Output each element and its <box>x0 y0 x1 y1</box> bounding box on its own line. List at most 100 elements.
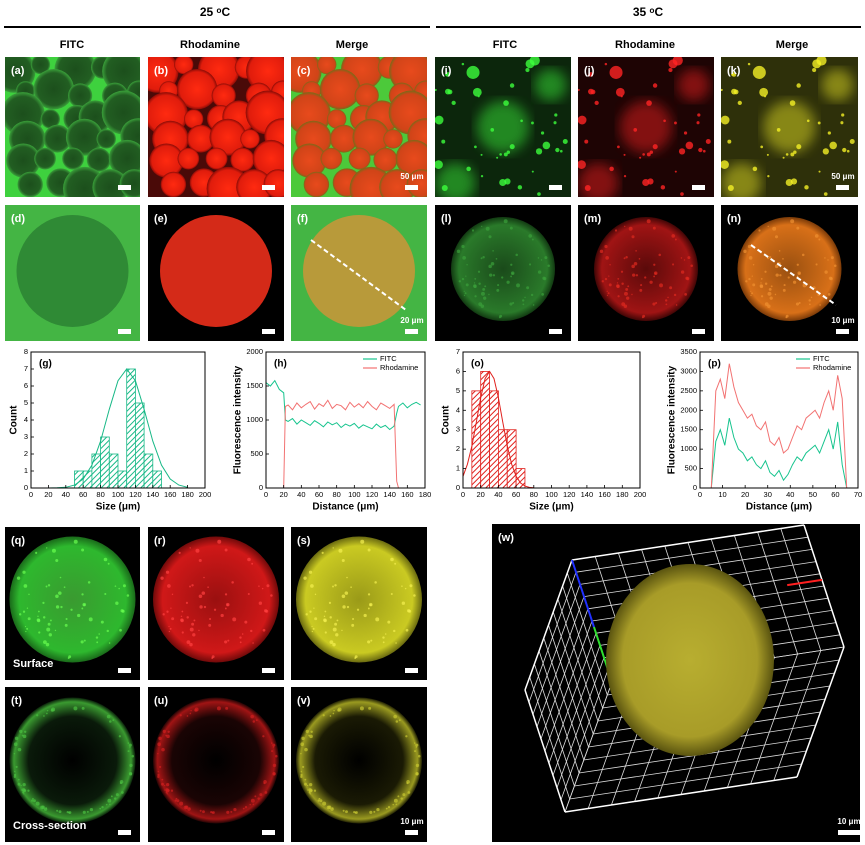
droplet <box>303 171 330 197</box>
image-panel: (k) 50 μm <box>721 57 858 197</box>
image-panel: (d) <box>5 205 140 341</box>
speckle <box>382 636 385 639</box>
grid-line-3d <box>562 585 603 709</box>
speckle <box>345 810 348 814</box>
bar <box>515 468 526 488</box>
speckle <box>239 641 242 644</box>
speckle <box>20 789 22 791</box>
particle <box>806 119 810 123</box>
glow <box>821 69 854 101</box>
droplet <box>319 68 361 110</box>
speckle <box>346 576 348 579</box>
particle <box>588 88 594 95</box>
speckle <box>100 620 104 624</box>
speckle <box>166 734 170 739</box>
droplet <box>379 169 416 197</box>
x-tick-label: 160 <box>598 490 611 499</box>
y-tick-label: 500 <box>250 449 263 458</box>
speckle <box>796 226 800 230</box>
y-tick-label: 0 <box>456 483 460 492</box>
x-tick-label: 80 <box>96 490 104 499</box>
grid-line-3d <box>575 536 809 573</box>
particle <box>542 141 551 150</box>
speckle <box>58 591 62 595</box>
y-tick-label: 2000 <box>246 347 263 356</box>
speckle <box>334 584 337 587</box>
speckle <box>51 548 56 553</box>
speckle <box>16 576 21 580</box>
droplet <box>352 118 390 156</box>
particle <box>633 128 638 132</box>
speckle <box>478 302 483 307</box>
scale-bar <box>262 830 275 835</box>
speckle <box>47 622 51 626</box>
speckle <box>748 277 751 281</box>
speckle <box>324 610 327 613</box>
particle <box>441 139 446 144</box>
droplet <box>252 139 284 177</box>
speckle <box>199 605 203 609</box>
speckle <box>271 750 274 753</box>
particle <box>537 192 541 196</box>
bar <box>489 390 499 488</box>
chart-label: (o) <box>471 359 484 370</box>
speckle <box>384 633 387 635</box>
speckle <box>226 603 229 607</box>
speckle <box>537 257 540 259</box>
particle <box>623 153 626 156</box>
speckle <box>80 640 84 644</box>
speckle <box>174 799 177 802</box>
speckle <box>47 584 51 587</box>
scale-label: 10 μm <box>400 817 423 826</box>
particle <box>584 139 589 144</box>
x-axis-label: Size (μm) <box>529 502 573 513</box>
particle <box>760 145 764 149</box>
particle <box>480 153 483 156</box>
plot-area <box>710 363 848 488</box>
speckle <box>354 655 358 659</box>
droplet <box>62 147 85 170</box>
speckle <box>824 270 828 274</box>
speckle <box>272 763 277 768</box>
speckle <box>159 765 162 769</box>
speckle <box>683 259 686 261</box>
x-tick-label: 20 <box>477 490 485 499</box>
particle <box>680 192 684 196</box>
speckle <box>70 608 73 611</box>
speckle <box>241 633 244 635</box>
bar <box>117 470 128 488</box>
particle <box>517 185 523 190</box>
speckle <box>180 618 184 622</box>
scale-bar <box>549 329 562 334</box>
image-panel: (c) 50 μm <box>291 57 427 197</box>
particle <box>731 88 737 95</box>
speckle <box>480 257 483 260</box>
speckle <box>393 714 397 719</box>
speckle <box>185 601 189 604</box>
speckle <box>462 256 466 260</box>
speckle <box>186 715 189 717</box>
speckle <box>118 735 122 738</box>
speckle <box>161 782 164 786</box>
speckle <box>616 284 620 288</box>
x-tick-label: 0 <box>698 490 702 499</box>
speckle <box>495 258 498 260</box>
scale-bar <box>405 329 418 334</box>
speckle <box>251 562 254 565</box>
speckle <box>332 547 334 549</box>
series-line <box>266 399 421 488</box>
x-tick-label: 60 <box>512 490 520 499</box>
glow <box>620 101 672 153</box>
speckle <box>387 620 391 624</box>
speckle <box>341 558 345 563</box>
speckle <box>308 734 311 737</box>
x-tick-label: 180 <box>181 490 194 499</box>
speckle <box>341 594 346 599</box>
speckle <box>165 791 168 794</box>
speckle <box>485 226 490 231</box>
speckle <box>760 295 764 298</box>
speckle <box>367 640 371 644</box>
speckle <box>768 256 772 259</box>
speckle <box>131 754 135 758</box>
speckle <box>198 558 202 563</box>
